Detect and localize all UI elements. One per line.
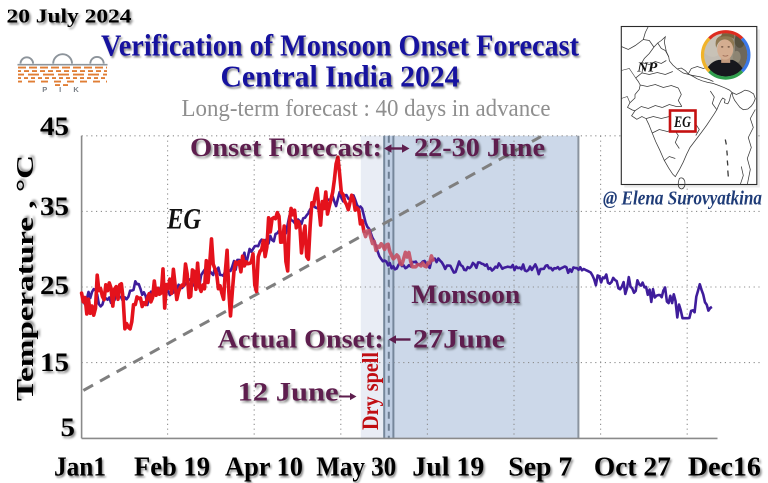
svg-text:Dec16: Dec16 bbox=[688, 452, 761, 482]
svg-text:Onset Forecast:: Onset Forecast: bbox=[190, 133, 382, 162]
svg-text:Jan1: Jan1 bbox=[54, 452, 106, 482]
svg-text:Long-term forecast : 40 days i: Long-term forecast : 40 days in advance bbox=[182, 96, 551, 122]
svg-text:EG: EG bbox=[673, 114, 691, 131]
svg-text:15: 15 bbox=[40, 348, 69, 377]
svg-text:Sep 7: Sep 7 bbox=[508, 452, 572, 482]
svg-text:NP: NP bbox=[636, 61, 658, 76]
svg-text:12 June: 12 June bbox=[238, 378, 339, 407]
svg-text:Oct 27: Oct 27 bbox=[594, 452, 671, 482]
svg-text:P I K: P I K bbox=[42, 85, 84, 94]
svg-text:Central India 2024: Central India 2024 bbox=[221, 59, 460, 94]
svg-text:25: 25 bbox=[40, 271, 69, 300]
svg-text:Verification of Monsoon Onset: Verification of Monsoon Onset Forecast bbox=[101, 28, 580, 63]
svg-text:Dry spell: Dry spell bbox=[358, 352, 383, 430]
svg-text:5: 5 bbox=[61, 413, 76, 442]
svg-text:@ Elena Surovyatkina: @ Elena Surovyatkina bbox=[603, 189, 762, 210]
svg-text:Monsoon: Monsoon bbox=[411, 280, 521, 309]
svg-text:35: 35 bbox=[40, 192, 69, 221]
svg-text:EG: EG bbox=[166, 203, 201, 236]
svg-text:20 July 2024: 20 July 2024 bbox=[7, 6, 132, 28]
svg-text:22-30 June: 22-30 June bbox=[414, 133, 545, 162]
svg-text:Jul 19: Jul 19 bbox=[412, 452, 484, 482]
svg-text:27June: 27June bbox=[413, 325, 505, 354]
svg-text:45: 45 bbox=[40, 112, 69, 141]
svg-text:Actual Onset:: Actual Onset: bbox=[218, 325, 384, 354]
svg-text:May 30: May 30 bbox=[316, 452, 396, 482]
svg-text:Feb 19: Feb 19 bbox=[134, 452, 210, 482]
svg-text:Temperature , °C: Temperature , °C bbox=[13, 155, 39, 401]
svg-text:Apr 10: Apr 10 bbox=[225, 452, 303, 482]
